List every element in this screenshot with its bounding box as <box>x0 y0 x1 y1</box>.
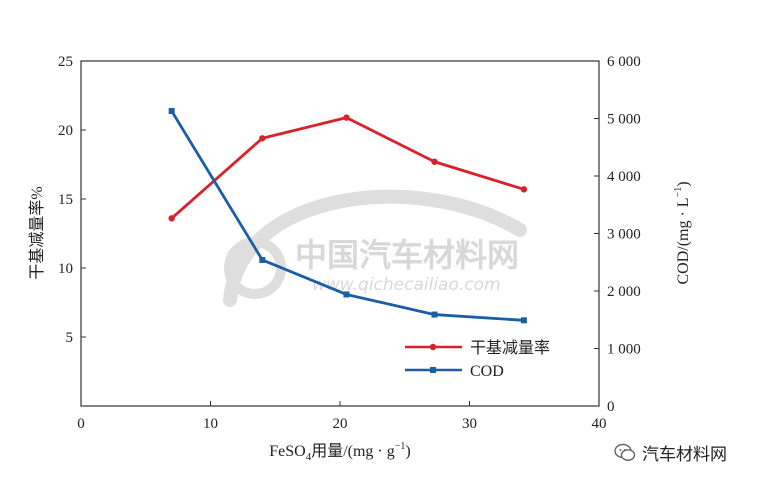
series-layer <box>168 108 528 324</box>
y-left-tick-label: 5 <box>66 330 74 346</box>
x-tick-label: 40 <box>592 416 607 432</box>
y-left-tick-label: 25 <box>58 54 73 70</box>
watermark-cn: 中国汽车材料网 <box>295 236 519 274</box>
y-left-tick-label: 10 <box>58 261 73 277</box>
y-right-tick-label: 3 000 <box>607 227 641 243</box>
y-left-tick-label: 15 <box>58 192 73 208</box>
x-tick-label: 20 <box>333 416 348 432</box>
data-point-cod <box>343 291 350 298</box>
data-point-cod <box>259 256 266 263</box>
y-right-tick-label: 1 000 <box>607 342 641 358</box>
data-point-cod <box>431 311 438 318</box>
y-axis-left: 5 10 15 20 25 <box>58 54 86 346</box>
data-point-rate <box>520 186 528 193</box>
data-point-cod <box>520 317 527 324</box>
data-point-rate <box>343 114 350 121</box>
y-right-tick-label: 5 000 <box>607 112 641 128</box>
x-tick-label: 10 <box>203 416 218 432</box>
wechat-icon <box>614 443 636 461</box>
legend: 干基减量率 COD <box>405 339 550 380</box>
footer-brand: 汽车材料网 <box>614 440 727 465</box>
data-point-rate <box>259 135 266 142</box>
legend-marker-cod <box>430 367 436 373</box>
y-right-tick-label: 4 000 <box>607 169 641 185</box>
data-point-rate <box>168 215 175 222</box>
data-point-cod <box>168 108 175 115</box>
y-right-tick-label: 0 <box>607 399 615 415</box>
watermark-url: www.qichecailiao.com <box>312 275 501 295</box>
legend-label-rate: 干基减量率 <box>470 339 550 357</box>
legend-marker-rate <box>429 343 437 351</box>
y-axis-right-title: COD/(mg · L−1) <box>673 181 692 284</box>
footer-brand-text: 汽车材料网 <box>642 445 727 465</box>
legend-label-cod: COD <box>470 363 504 380</box>
y-axis-right: 0 1 000 2 000 3 000 4 000 5 000 6 000 <box>594 54 641 415</box>
watermark-swoosh <box>223 189 527 307</box>
x-tick-label: 30 <box>462 416 477 432</box>
y-right-tick-label: 6 000 <box>607 54 641 70</box>
data-point-rate <box>431 158 438 165</box>
x-axis-title: FeSO4用量/(mg · g−1) <box>269 441 410 463</box>
x-axis: 0 10 20 30 40 <box>77 401 607 432</box>
y-left-tick-label: 20 <box>58 123 73 139</box>
x-tick-label: 0 <box>77 416 85 432</box>
watermark: 中国汽车材料网 www.qichecailiao.com <box>223 189 527 307</box>
y-right-tick-label: 2 000 <box>607 284 641 300</box>
y-axis-left-title: 干基减量率% <box>28 186 46 279</box>
